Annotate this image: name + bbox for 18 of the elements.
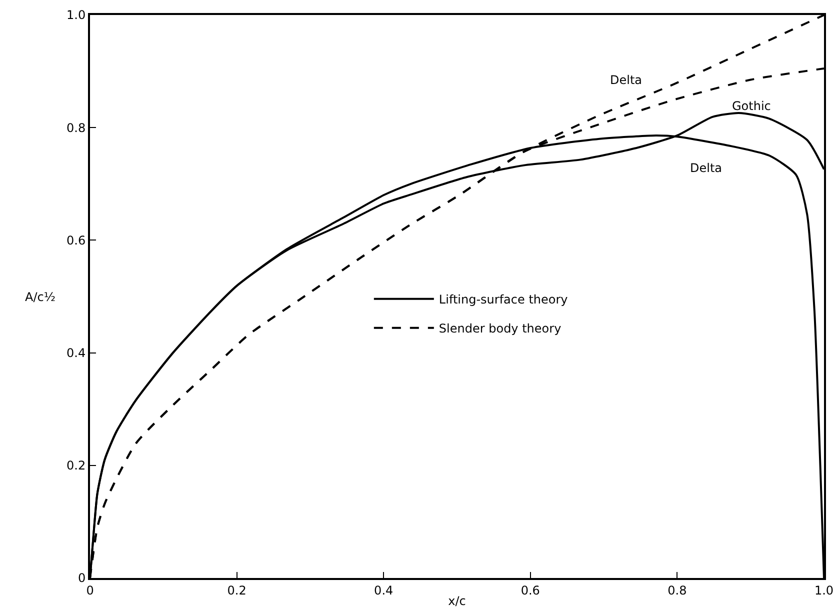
y-tick-label: 1.0 (66, 8, 86, 22)
legend-label: Slender body theory (438, 322, 562, 336)
x-tick-label: 0.6 (520, 583, 540, 598)
x-tick-label: 0.4 (374, 583, 394, 598)
annotation: Delta (690, 161, 722, 175)
y-tick-label: 0.6 (66, 233, 86, 248)
legend-label: Lifting-surface theory (438, 292, 568, 307)
x-tick-label: 0.8 (668, 583, 687, 598)
y-axis-title: A/c½ (25, 290, 56, 304)
y-tick-label: 0.2 (66, 458, 86, 473)
annotation: Gothic (732, 99, 771, 113)
y-tick-label: 0.4 (66, 346, 86, 360)
x-tick-label: 1.0 (814, 583, 834, 598)
x-tick-label: 0.2 (227, 583, 246, 598)
y-tick-label: 0.8 (66, 120, 86, 135)
y-tick-label: 0 (78, 571, 86, 586)
annotation: Delta (610, 73, 642, 87)
x-axis-title: x/c (448, 594, 466, 608)
